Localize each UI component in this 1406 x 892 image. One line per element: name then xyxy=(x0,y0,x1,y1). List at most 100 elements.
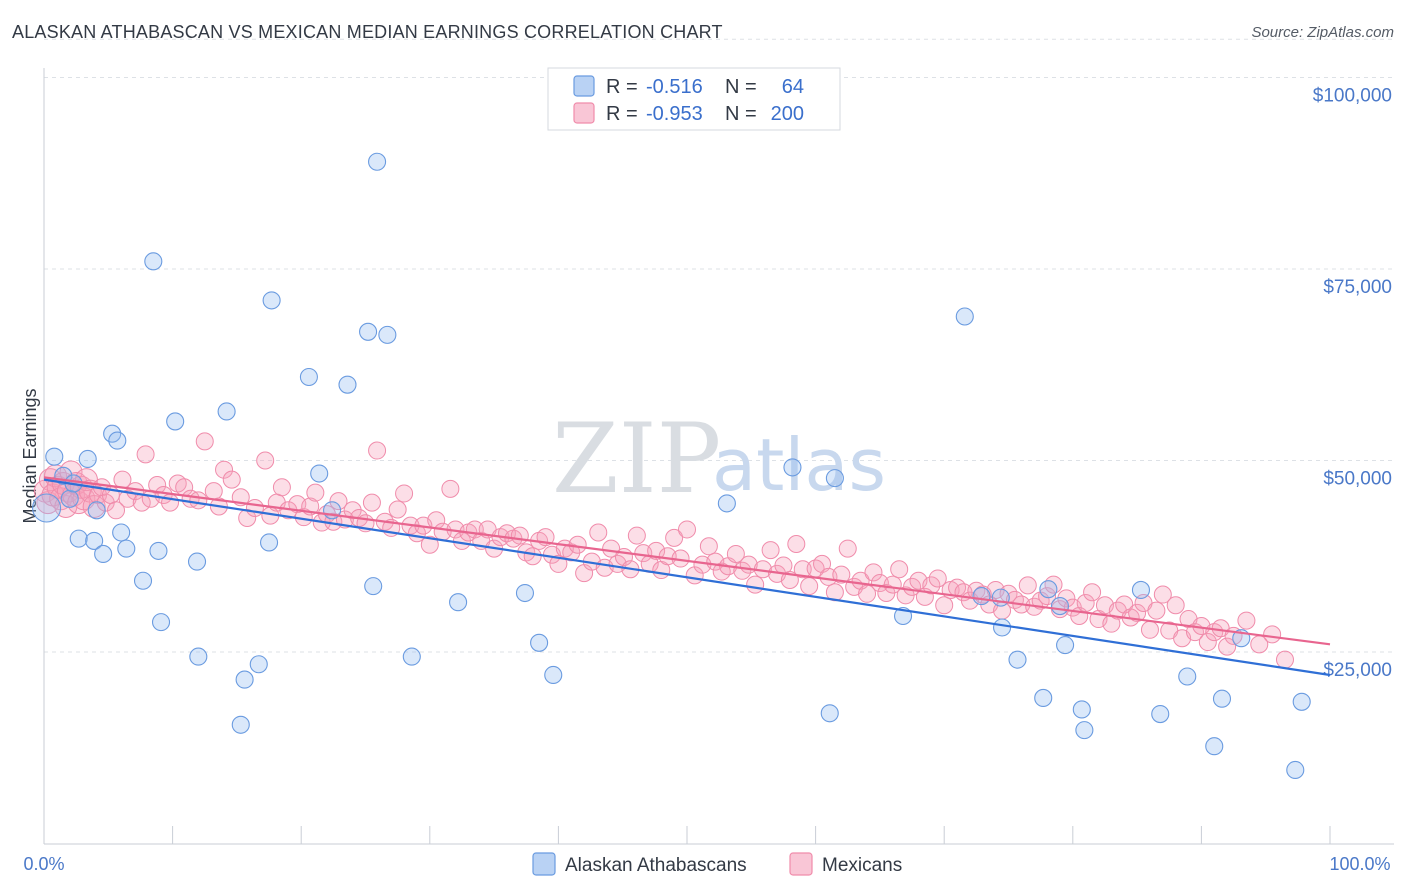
athabascan-point xyxy=(449,593,468,612)
athabascan-point xyxy=(1212,689,1232,708)
mexican-point xyxy=(549,554,568,573)
mexican-point xyxy=(890,560,909,579)
athabascan-point xyxy=(78,449,97,469)
athabascan-point xyxy=(402,647,421,666)
mexican-point xyxy=(510,526,529,545)
legend-n-label-1: N = xyxy=(725,76,757,98)
legend-n-label-2: N = xyxy=(725,103,757,125)
athabascan-point xyxy=(259,533,279,552)
athabascan-point xyxy=(820,704,839,723)
athabascan-point xyxy=(85,531,104,550)
athabascan-point xyxy=(1151,704,1170,724)
mexican-point xyxy=(832,565,851,584)
mexican-point xyxy=(1076,593,1095,612)
mexican-point xyxy=(627,526,646,545)
athabascan-point xyxy=(249,655,268,674)
athabascan-point xyxy=(993,618,1012,637)
athabascan-point xyxy=(60,489,79,508)
x-tick-label-max: 100.0% xyxy=(1329,854,1390,874)
mexican-point xyxy=(838,539,857,558)
trend-lines xyxy=(43,476,1331,677)
athabascan-point xyxy=(544,665,563,685)
athabascan-point xyxy=(94,544,113,564)
mexican-point xyxy=(368,441,387,460)
athabascan-point xyxy=(955,307,974,326)
athabascan-point xyxy=(1050,596,1069,616)
athabascan-point xyxy=(151,613,171,632)
mexican-point xyxy=(1218,637,1237,656)
mexican-point xyxy=(1038,587,1057,606)
mexican-point xyxy=(148,476,167,495)
athabascan-point xyxy=(1131,580,1151,600)
mexican-point xyxy=(793,560,812,579)
mexican-point xyxy=(746,575,765,594)
bottom-legend-label-mexican: Mexicans xyxy=(822,855,902,876)
stats-legend-box xyxy=(547,67,841,131)
athabascan-point xyxy=(149,541,168,560)
mexican-point xyxy=(1198,633,1217,652)
athabascan-point xyxy=(991,588,1010,607)
mexican-point xyxy=(204,482,223,501)
mexican-point xyxy=(215,460,234,479)
mexican-point xyxy=(329,492,348,511)
y-axis-label: Median Earnings xyxy=(20,388,40,523)
athabascan-point xyxy=(972,587,991,606)
x-ticks xyxy=(43,826,1331,844)
athabascan-point xyxy=(235,670,254,689)
chart-title: ALASKAN ATHABASCAN VS MEXICAN MEDIAN EAR… xyxy=(12,22,723,42)
mexican-point xyxy=(1115,595,1134,614)
mexican-point xyxy=(189,491,208,510)
legend-r-label-2: R = xyxy=(606,103,638,125)
athabascan-point xyxy=(783,458,802,477)
athabascan-point xyxy=(87,501,106,520)
athabascan-point xyxy=(133,571,153,590)
mexican-point xyxy=(787,534,806,553)
mexican-point xyxy=(647,541,666,560)
mexican-point xyxy=(523,547,542,566)
athabascan-point xyxy=(359,322,378,341)
mexican-point xyxy=(665,528,684,547)
mexican-point xyxy=(343,501,362,520)
mexican-point xyxy=(222,470,241,489)
bottom-legend-label-athabascan: Alaskan Athabascans xyxy=(565,855,747,876)
athabascan-point xyxy=(364,577,383,596)
mexican-point xyxy=(272,478,291,497)
athabascan-point xyxy=(108,431,127,450)
y-tick-label: $25,000 xyxy=(1323,660,1392,681)
legend-r-label-1: R = xyxy=(606,76,638,98)
athabascan-trend-line xyxy=(43,478,1331,677)
watermark: ZIP atlas xyxy=(552,403,886,515)
athabascan-point xyxy=(117,539,136,558)
legend-n-value-2: 200 xyxy=(771,103,804,125)
mexican-point xyxy=(1057,589,1076,608)
mexican-point xyxy=(864,563,883,582)
mexican-point xyxy=(602,539,621,558)
athabascan-point xyxy=(1205,737,1224,756)
mexican-point xyxy=(589,523,608,542)
athabascan-point xyxy=(69,529,88,548)
mexican-point xyxy=(1263,625,1282,644)
y-tick-labels: $25,000 $50,000 $75,000 $100,000 xyxy=(1313,86,1392,682)
mexican-point xyxy=(726,544,745,563)
athabascan-point xyxy=(1075,721,1094,740)
watermark-atlas: atlas xyxy=(712,423,886,507)
mexican-point xyxy=(1275,650,1294,669)
axes xyxy=(43,68,1394,845)
bottom-legend-swatch-athabascan xyxy=(532,852,556,876)
mexican-point xyxy=(1153,585,1172,604)
y-tick-label: $75,000 xyxy=(1323,277,1392,298)
mexican-point xyxy=(922,576,941,595)
athabascan-point xyxy=(166,412,185,431)
athabascan-point xyxy=(310,464,329,483)
mexican-point xyxy=(800,577,819,596)
mexican-point xyxy=(1166,596,1185,615)
athabascan-point xyxy=(1292,692,1311,711)
athabascan-point xyxy=(1039,580,1058,599)
legend-r-value-2: -0.953 xyxy=(646,103,703,125)
athabascan-point xyxy=(187,552,207,571)
mexican-point xyxy=(306,483,325,502)
athabascan-point xyxy=(45,447,64,466)
athabascan-point xyxy=(189,647,208,666)
athabascan-point xyxy=(530,633,549,652)
